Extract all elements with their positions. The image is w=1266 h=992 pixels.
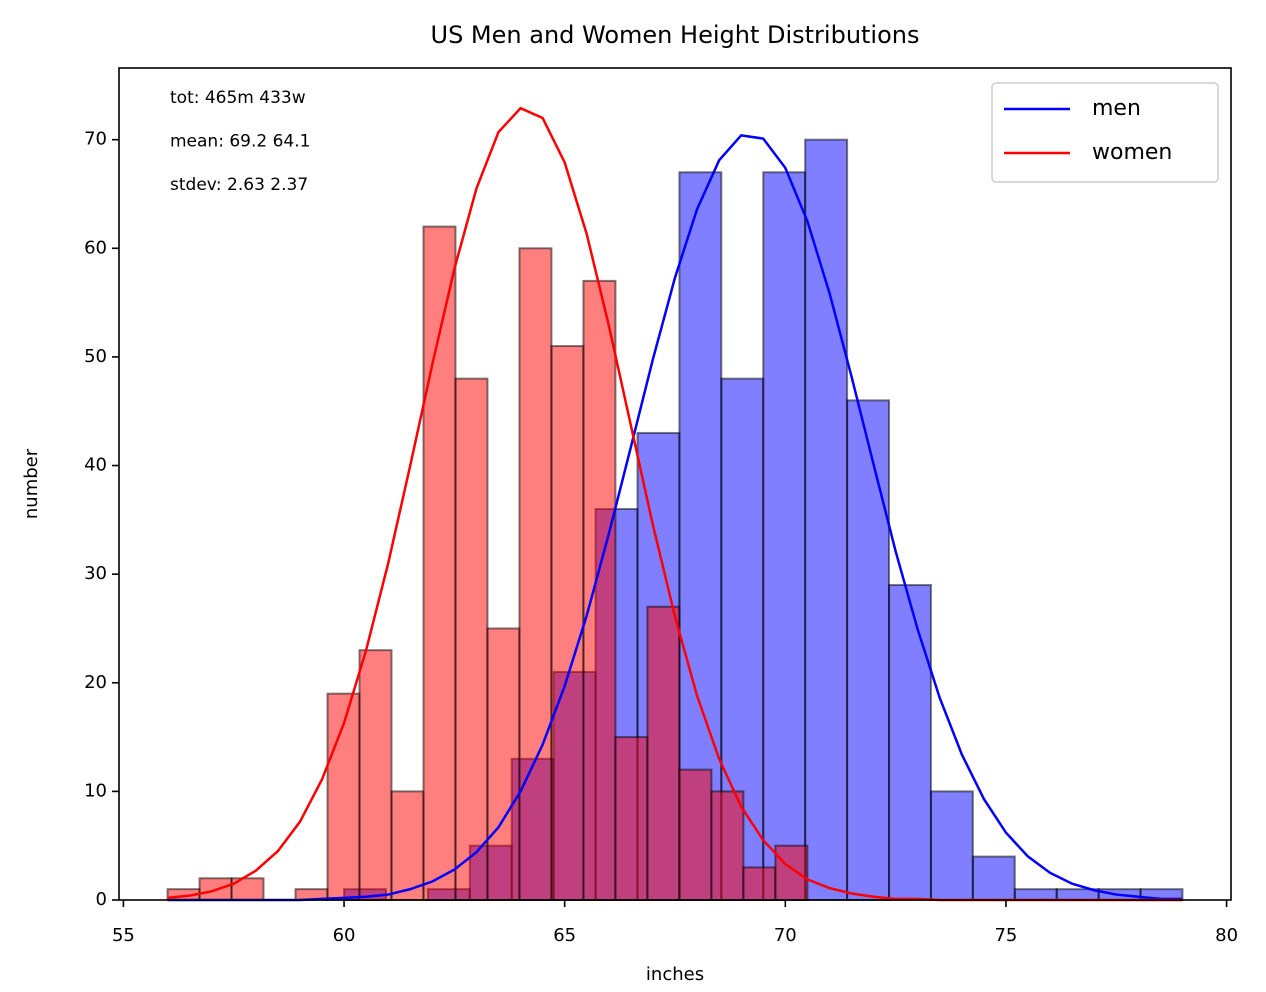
histogram-bar xyxy=(929,790,974,901)
fit-curve xyxy=(167,134,1183,902)
x-tick-label: 60 xyxy=(333,925,356,946)
y-tick-label: 70 xyxy=(84,129,107,150)
y-axis-label: number xyxy=(21,448,42,519)
histogram-bar xyxy=(678,768,713,902)
x-tick-label: 75 xyxy=(994,925,1017,946)
y-tick-label: 40 xyxy=(84,455,107,476)
histogram-bar xyxy=(710,790,745,901)
legend-label: women xyxy=(1092,140,1172,165)
y-tick-label: 20 xyxy=(84,672,107,693)
histogram-bar xyxy=(742,866,777,902)
y-tick-label: 30 xyxy=(84,563,107,584)
x-tick-label: 55 xyxy=(112,925,135,946)
histogram-bar xyxy=(774,844,809,901)
histogram-bar xyxy=(804,138,849,901)
chart-title: US Men and Women Height Distributions xyxy=(431,21,920,49)
histogram-bar xyxy=(550,345,585,901)
histogram-bar xyxy=(518,247,553,902)
histogram-bar xyxy=(422,225,457,901)
histogram-bar xyxy=(390,790,425,901)
histogram-bar xyxy=(888,584,932,901)
y-tick-label: 0 xyxy=(96,889,107,910)
histogram-bar xyxy=(1013,888,1058,901)
histogram-bar xyxy=(582,279,617,901)
histogram-bar xyxy=(614,736,649,902)
histogram-bar xyxy=(486,627,521,901)
y-tick-label: 50 xyxy=(84,346,107,367)
histogram-bar xyxy=(762,171,807,901)
y-tick-label: 60 xyxy=(84,237,107,258)
histogram-bar xyxy=(454,377,489,902)
annotation: stdev: 2.63 2.37 xyxy=(170,175,308,195)
x-tick-label: 70 xyxy=(774,925,797,946)
histogram-bar xyxy=(646,605,681,901)
annotation: mean: 69.2 64.1 xyxy=(170,132,310,152)
x-axis-label: inches xyxy=(646,964,704,985)
x-tick-label: 80 xyxy=(1215,925,1238,946)
y-tick-label: 10 xyxy=(84,780,107,801)
annotation: tot: 465m 433w xyxy=(170,88,306,108)
histogram-bar xyxy=(846,399,891,901)
plot-frame xyxy=(118,67,1232,901)
histogram-bar xyxy=(971,855,1016,902)
histogram-bar xyxy=(358,649,393,901)
legend-label: men xyxy=(1092,96,1141,121)
x-tick-label: 65 xyxy=(553,925,576,946)
